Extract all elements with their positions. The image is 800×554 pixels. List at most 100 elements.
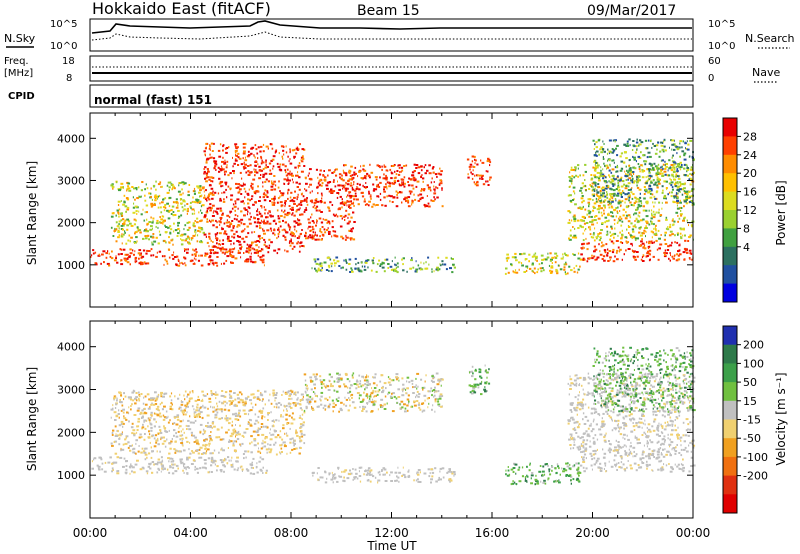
echo-cell xyxy=(689,200,692,203)
echo-cell xyxy=(282,163,285,166)
echo-cell xyxy=(207,195,210,198)
echo-cell xyxy=(258,240,261,243)
echo-cell xyxy=(283,444,286,446)
echo-cell xyxy=(146,262,150,265)
echo-cell xyxy=(419,268,421,271)
echo-cell xyxy=(347,213,351,216)
echo-cell xyxy=(159,450,161,453)
echo-cell xyxy=(432,380,435,383)
echo-cell xyxy=(570,166,573,169)
echo-cell xyxy=(577,252,580,255)
echo-cell xyxy=(379,181,382,184)
echo-cell xyxy=(423,166,425,169)
echo-cell xyxy=(424,205,426,208)
echo-cell xyxy=(487,157,490,160)
echo-cell xyxy=(133,434,136,437)
colorbar-tick-label: 8 xyxy=(743,222,750,235)
echo-cell xyxy=(100,458,103,461)
echo-cell xyxy=(169,419,171,422)
echo-cell xyxy=(670,191,673,194)
echo-cell xyxy=(650,164,653,167)
echo-cell xyxy=(636,184,638,187)
echo-cell xyxy=(243,457,245,460)
echo-cell xyxy=(194,419,197,422)
echo-cell xyxy=(96,464,99,467)
echo-cell xyxy=(295,404,297,407)
echo-cell xyxy=(372,183,375,186)
echo-cell xyxy=(374,188,378,191)
echo-cell xyxy=(569,229,572,232)
echo-cell xyxy=(407,394,410,397)
echo-cell xyxy=(609,175,611,178)
echo-cell xyxy=(268,210,271,213)
echo-cell xyxy=(237,156,240,159)
echo-cell xyxy=(286,409,288,412)
echo-cell xyxy=(400,191,403,194)
echo-cell xyxy=(299,207,301,210)
echo-cell xyxy=(242,223,246,226)
echo-cell xyxy=(235,202,237,205)
echo-cell xyxy=(111,183,114,186)
echo-cell xyxy=(236,469,239,472)
echo-cell xyxy=(542,269,545,272)
echo-cell xyxy=(350,200,352,203)
echo-cell xyxy=(147,425,149,428)
echo-cell xyxy=(202,444,205,447)
echo-cell xyxy=(305,237,308,240)
echo-cell xyxy=(216,428,220,431)
echo-cell xyxy=(196,221,199,224)
echo-cell xyxy=(247,193,250,196)
echo-cell xyxy=(271,203,274,206)
echo-cell xyxy=(672,154,674,157)
echo-cell xyxy=(285,404,288,407)
echo-cell xyxy=(227,409,231,412)
echo-cell xyxy=(332,213,335,216)
echo-cell xyxy=(132,466,135,469)
echo-cell xyxy=(254,240,257,243)
echo-cell xyxy=(357,175,359,178)
echo-cell xyxy=(600,169,602,172)
echo-cell xyxy=(282,390,284,393)
echo-cell xyxy=(654,152,658,155)
echo-cell xyxy=(684,163,688,166)
echo-cell xyxy=(350,165,353,168)
echo-cell xyxy=(309,234,312,237)
echo-cell xyxy=(604,164,606,167)
echo-cell xyxy=(129,240,131,243)
echo-cell xyxy=(136,431,138,434)
echo-cell xyxy=(193,412,195,415)
echo-cell xyxy=(396,170,399,172)
echo-cell xyxy=(180,409,183,412)
echo-cell xyxy=(672,223,675,226)
echo-cell xyxy=(433,394,436,397)
echo-cell xyxy=(114,435,118,437)
echo-cell xyxy=(249,442,251,445)
echo-cell xyxy=(511,256,515,259)
echo-cell xyxy=(672,218,674,221)
echo-cell xyxy=(221,212,224,215)
echo-cell xyxy=(636,251,639,253)
echo-cell xyxy=(135,396,138,399)
echo-cell xyxy=(204,443,208,446)
echo-cell xyxy=(670,139,673,142)
echo-cell xyxy=(347,216,349,219)
echo-cell xyxy=(377,183,379,186)
echo-cell xyxy=(236,393,240,396)
echo-cell xyxy=(282,211,285,214)
echo-cell xyxy=(389,265,393,268)
echo-cell xyxy=(183,256,186,259)
echo-cell xyxy=(263,232,266,235)
echo-cell xyxy=(619,241,623,244)
echo-cell xyxy=(111,432,114,434)
echo-cell xyxy=(504,272,507,275)
echo-cell xyxy=(663,145,666,148)
echo-cell xyxy=(534,252,537,255)
echo-cell xyxy=(291,242,294,245)
echo-cell xyxy=(365,182,367,184)
echo-cell xyxy=(140,213,143,216)
echo-cell xyxy=(228,250,231,253)
echo-cell xyxy=(479,174,482,177)
echo-cell xyxy=(649,253,651,256)
echo-cell xyxy=(612,149,616,152)
echo-cell xyxy=(607,248,609,251)
